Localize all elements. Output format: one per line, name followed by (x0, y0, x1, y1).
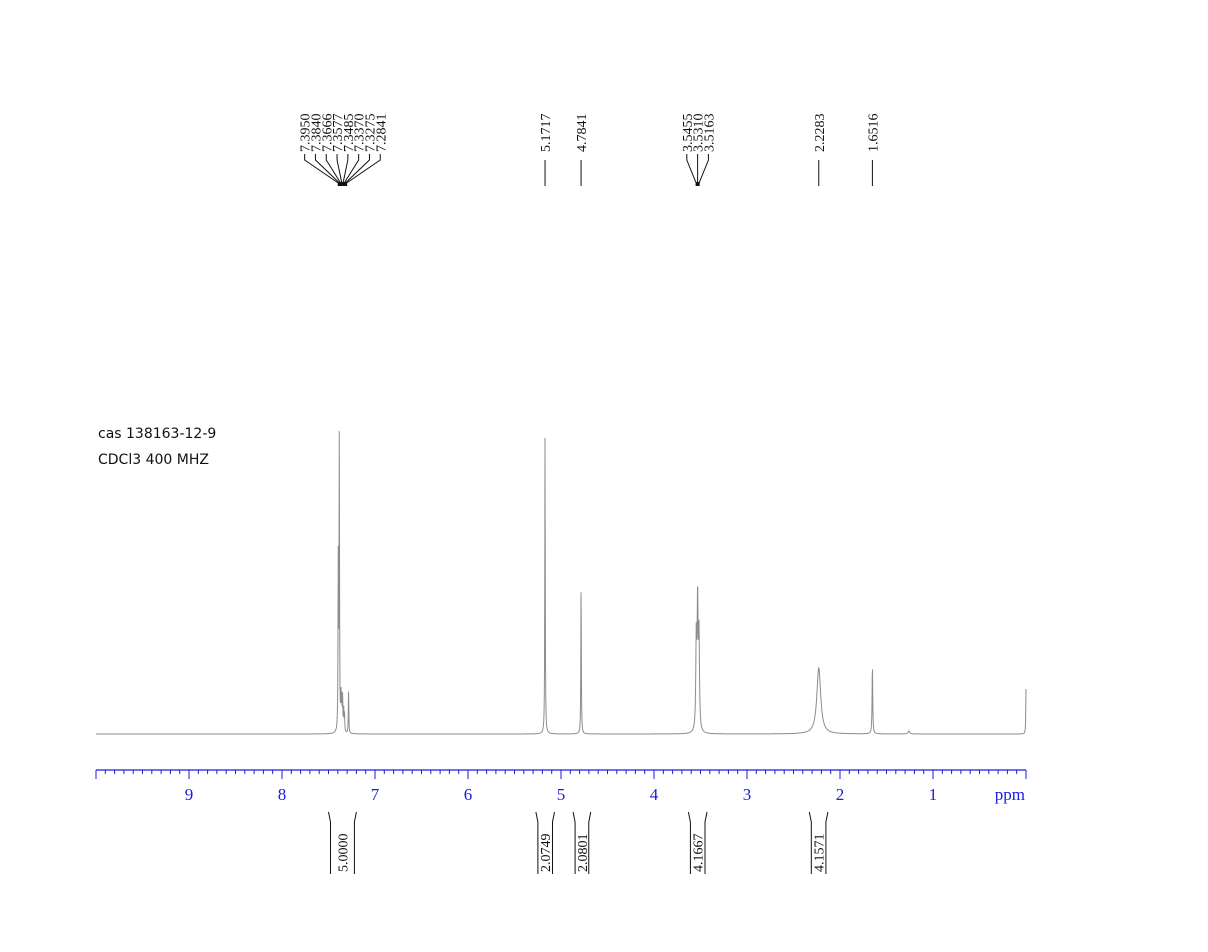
peak-label: 7.2841 (374, 114, 389, 153)
integral-bracket (535, 811, 555, 874)
x-tick-label: 3 (743, 785, 752, 804)
x-axis-unit-label: ppm (995, 785, 1025, 804)
integral-bracket (572, 811, 592, 874)
integral-label: 2.0749 (539, 834, 554, 873)
peak-label-connector (686, 154, 697, 186)
spectrum-trace (96, 431, 1027, 735)
x-tick-label: 7 (371, 785, 380, 804)
x-tick-label: 9 (185, 785, 194, 804)
peak-label: 2.2283 (813, 114, 828, 153)
peak-label: 3.5310 (692, 114, 707, 153)
x-tick-label: 2 (836, 785, 845, 804)
sample-info-line-1: cas 138163-12-9 (98, 426, 216, 442)
peak-label: 3.5163 (702, 114, 717, 153)
integral-label: 4.1571 (813, 834, 828, 873)
ppm-axis: 9 8 7 6 5 4 3 2 1 ppm (95, 769, 1027, 804)
integral-label: 2.0801 (576, 834, 591, 873)
integral-label: 4.1667 (692, 834, 707, 873)
peak-label: 7.3370 (353, 114, 368, 153)
sample-info-line-2: CDCl3 400 MHZ (98, 452, 209, 468)
peak-label: 4.7841 (575, 114, 590, 153)
peak-label-group: 4.7841 (575, 114, 590, 186)
integral-group: 4.1667 (687, 811, 708, 874)
peak-label-group: 5.1717 (539, 114, 554, 186)
peak-label: 7.3950 (299, 114, 314, 153)
integral-bracket (687, 811, 708, 874)
peak-label-connector (304, 154, 339, 186)
peak-label-group: 1.6516 (866, 114, 881, 186)
peak-label: 1.6516 (866, 114, 881, 153)
integral-group: 5.0000 (328, 811, 357, 874)
x-tick-label: 6 (464, 785, 473, 804)
peak-label: 5.1717 (539, 114, 554, 153)
peak-label-bracket (696, 182, 700, 186)
peak-label: 7.3840 (309, 114, 324, 153)
peak-label: 7.3485 (342, 114, 357, 153)
peak-label-group: 7.39507.38407.36667.35777.34857.33707.32… (299, 114, 389, 186)
peak-label-connector (343, 154, 360, 186)
x-tick-label: 5 (557, 785, 566, 804)
peak-label: 7.3666 (320, 114, 335, 153)
peak-label-connector (698, 154, 709, 186)
peak-label-connector (325, 154, 342, 186)
x-tick-label: 8 (278, 785, 287, 804)
integral-bracket (808, 811, 829, 874)
integral-group: 2.0749 (535, 811, 555, 874)
peak-label-group: 2.2283 (813, 114, 828, 186)
peak-label: 3.5455 (681, 114, 696, 153)
integrals: 5.0000 2.0749 2.0801 4.1667 4.1571 (328, 811, 829, 874)
peak-label: 7.3577 (331, 114, 346, 153)
integral-group: 2.0801 (572, 811, 592, 874)
peak-label-connector (346, 154, 381, 186)
integral-group: 4.1571 (808, 811, 829, 874)
x-tick-label: 1 (929, 785, 938, 804)
peak-label-bracket (338, 182, 347, 186)
x-tick-label: 4 (650, 785, 659, 804)
integral-label: 5.0000 (336, 834, 351, 873)
integral-bracket (328, 811, 357, 874)
peak-label: 7.3275 (363, 114, 378, 153)
peak-labels: 7.39507.38407.36667.35777.34857.33707.32… (299, 114, 881, 186)
